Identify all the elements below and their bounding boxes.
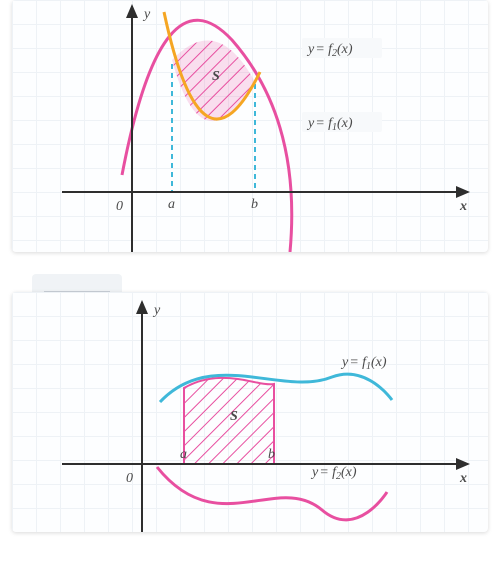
bound-b-label: b bbox=[251, 197, 258, 212]
y-axis-label: y bbox=[142, 7, 151, 22]
bound-a-label: a bbox=[168, 197, 175, 212]
y-axis-label: y bbox=[152, 303, 161, 318]
origin-label: 0 bbox=[126, 471, 133, 486]
f2-label: y=f2(x) bbox=[310, 465, 357, 482]
diagram-card-1: y x 0 a b S y=f2(x) y=f1(x) bbox=[12, 0, 488, 252]
x-axis-label: x bbox=[459, 471, 467, 486]
x-axis-label: x bbox=[459, 199, 467, 214]
bound-b-label: b bbox=[268, 447, 275, 462]
f1-label: y=f1(x) bbox=[306, 116, 353, 133]
diagram-1-svg: y x 0 a b S y=f2(x) y=f1(x) bbox=[12, 0, 488, 252]
region-s-hatch bbox=[184, 378, 274, 464]
bound-a-label: a bbox=[180, 447, 187, 462]
region-s-label: S bbox=[212, 69, 220, 84]
diagram-card-2: y x 0 a b S y=f1(x) y=f2(x) bbox=[12, 292, 488, 532]
f1-label: y=f1(x) bbox=[340, 355, 387, 372]
origin-label: 0 bbox=[116, 199, 123, 214]
region-s-label: S bbox=[230, 409, 238, 424]
diagram-2-svg: y x 0 a b S y=f1(x) y=f2(x) bbox=[12, 292, 488, 532]
f2-label: y=f2(x) bbox=[306, 42, 353, 59]
